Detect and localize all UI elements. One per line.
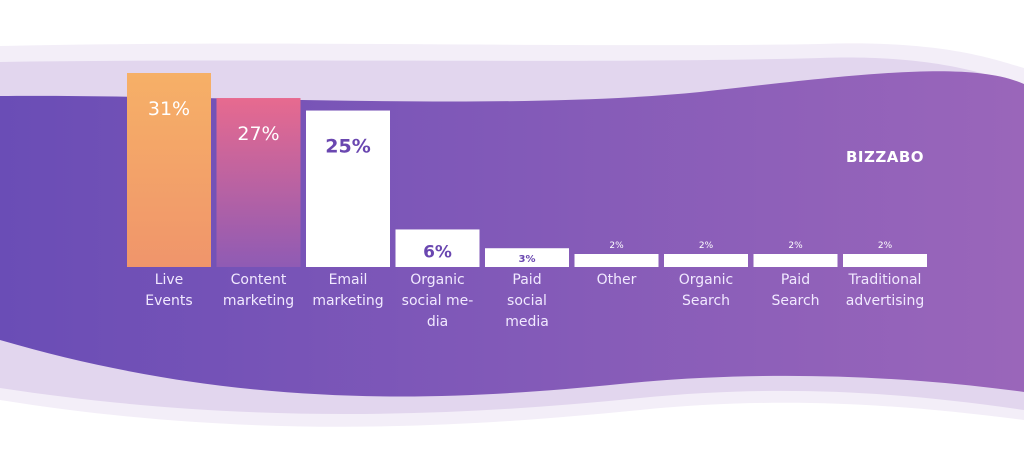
category-label-6-1: Search xyxy=(682,293,730,309)
category-label-1-0: Content xyxy=(231,272,287,288)
category-label-1-1: marketing xyxy=(223,293,294,309)
category-label-0-1: Events xyxy=(145,293,192,309)
category-label-7-1: Search xyxy=(771,293,819,309)
bar-4 xyxy=(485,248,569,267)
category-label-3-2: dia xyxy=(427,314,448,330)
category-label-4-1: social xyxy=(507,293,547,309)
bar-3 xyxy=(395,229,480,267)
bar-6 xyxy=(664,254,748,267)
bar-2 xyxy=(306,110,390,267)
bar-0 xyxy=(127,73,211,267)
category-label-4-0: Paid xyxy=(512,272,541,288)
category-label-8-0: Traditional xyxy=(848,272,922,288)
value-label-5: 2% xyxy=(609,241,624,251)
value-label-1: 27% xyxy=(237,123,279,145)
category-label-5-0: Other xyxy=(597,272,637,288)
category-label-7-0: Paid xyxy=(781,272,810,288)
bar-7 xyxy=(753,254,838,267)
category-label-2-1: marketing xyxy=(312,293,383,309)
value-label-2: 25% xyxy=(325,136,370,158)
value-label-7: 2% xyxy=(788,241,803,251)
value-label-6: 2% xyxy=(699,241,714,251)
value-label-3: 6% xyxy=(423,242,452,262)
bar-5 xyxy=(574,254,659,267)
bar-8 xyxy=(843,254,927,267)
category-label-4-2: media xyxy=(505,314,549,330)
category-label-6-0: Organic xyxy=(679,272,733,288)
value-label-4: 3% xyxy=(519,254,536,265)
category-label-2-0: Email xyxy=(329,272,368,288)
brand-logo: BIZZABO xyxy=(846,148,925,166)
category-label-3-1: social me- xyxy=(402,293,474,309)
category-label-0-0: Live xyxy=(155,272,184,288)
value-label-8: 2% xyxy=(878,241,893,251)
value-label-0: 31% xyxy=(148,98,190,120)
category-label-3-0: Organic xyxy=(410,272,464,288)
bar-1 xyxy=(216,98,301,267)
category-label-8-1: advertising xyxy=(846,293,924,309)
